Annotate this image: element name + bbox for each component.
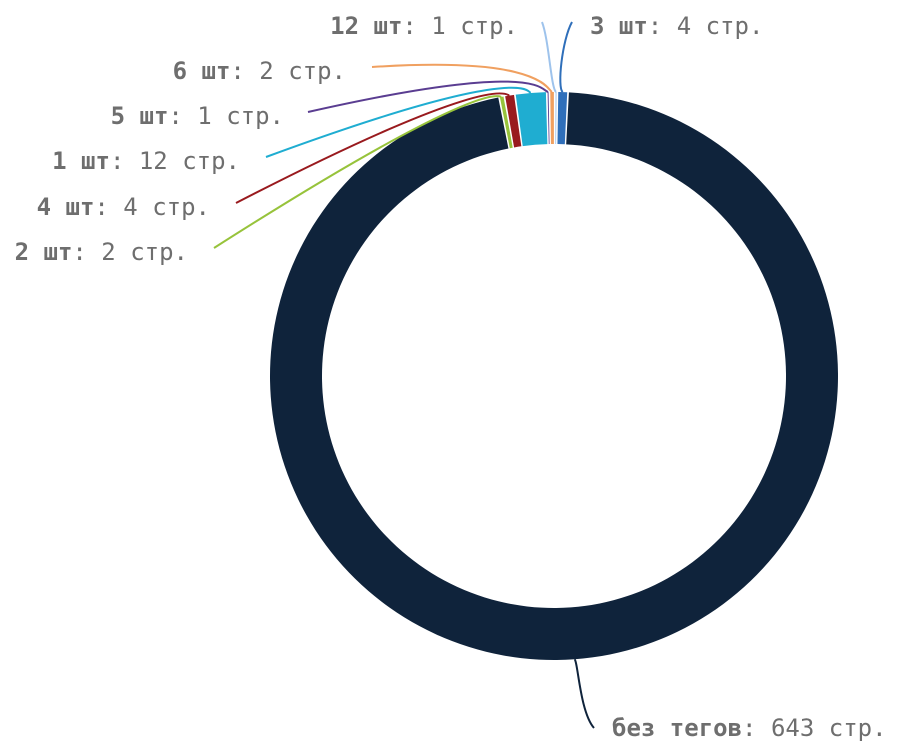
slice-label-value: : 4 стр. — [648, 12, 764, 40]
slice-4 — [515, 92, 548, 147]
slice-label-value: : 2 стр. — [230, 57, 346, 85]
leader-line-0 — [559, 21, 573, 93]
slice-label-5: 5 шт: 1 стр. — [111, 102, 284, 130]
slice-label-0: 3 шт: 4 стр. — [590, 12, 763, 40]
leader-lines-group — [213, 21, 595, 729]
slice-2 — [499, 96, 513, 149]
slice-label-category: 6 шт — [173, 57, 231, 85]
slice-label-category: 12 шт — [330, 12, 402, 40]
slice-label-value: : 1 стр. — [402, 12, 518, 40]
slice-label-category: 5 шт — [111, 102, 169, 130]
leader-line-4 — [265, 86, 532, 158]
slice-6 — [550, 92, 554, 145]
slice-label-category: 2 шт — [15, 238, 73, 266]
leader-line-5 — [307, 80, 549, 113]
slice-1 — [269, 92, 838, 661]
slices-group — [269, 92, 838, 661]
slice-label-2: 2 шт: 2 стр. — [15, 238, 188, 266]
leader-line-7 — [541, 21, 557, 93]
slice-label-value: : 643 стр. — [742, 714, 887, 742]
slice-label-category: 4 шт — [37, 193, 95, 221]
slice-label-value: : 12 стр. — [110, 147, 240, 175]
slice-label-4: 1 шт: 12 стр. — [52, 147, 240, 175]
slice-label-1: без тегов: 643 стр. — [612, 714, 887, 742]
leader-line-1 — [573, 658, 595, 729]
slice-label-category: 1 шт — [52, 147, 110, 175]
slice-label-7: 12 шт: 1 стр. — [330, 12, 518, 40]
leader-line-3 — [235, 92, 510, 204]
slice-label-category: 3 шт — [590, 12, 648, 40]
slice-3 — [505, 94, 522, 148]
slice-7 — [555, 92, 557, 145]
slice-label-value: : 4 стр. — [94, 193, 210, 221]
leader-line-2 — [213, 95, 503, 249]
slice-label-3: 4 шт: 4 стр. — [37, 193, 210, 221]
slice-label-6: 6 шт: 2 стр. — [173, 57, 346, 85]
slice-label-value: : 2 стр. — [72, 238, 188, 266]
labels-group: 3 шт: 4 стр.без тегов: 643 стр.2 шт: 2 с… — [15, 12, 887, 742]
slice-label-category: без тегов — [612, 714, 742, 742]
slice-0 — [557, 92, 568, 145]
slice-5 — [547, 92, 550, 145]
slice-label-value: : 1 стр. — [168, 102, 284, 130]
leader-line-6 — [371, 63, 553, 93]
